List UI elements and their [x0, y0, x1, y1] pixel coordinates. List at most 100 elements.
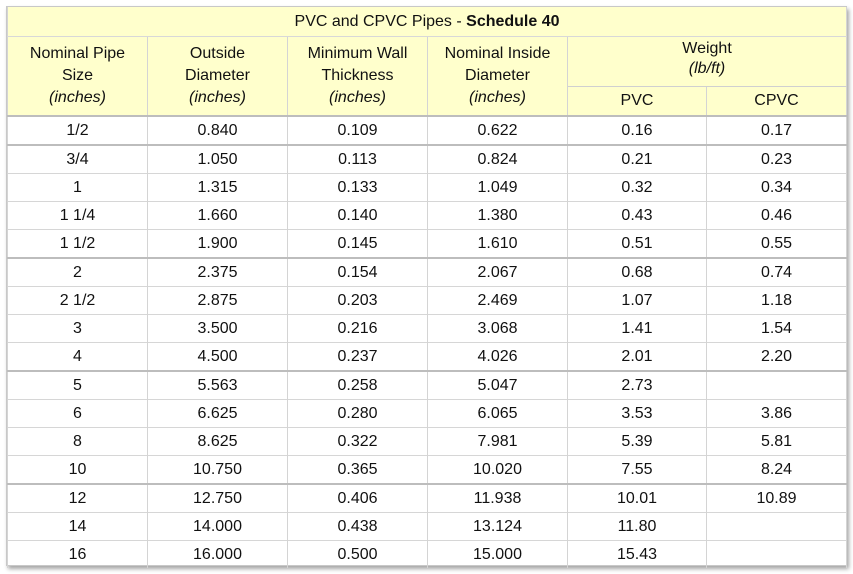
cell-outside-diameter: 14.000: [147, 512, 288, 541]
cell-min-wall: 0.406: [287, 483, 428, 513]
cell-outside-diameter: 4.500: [147, 342, 288, 371]
header-nominal-inside-line1: Nominal Inside: [444, 45, 551, 62]
cell-min-wall: 0.500: [287, 540, 428, 568]
cell-weight-pvc: 2.73: [567, 370, 707, 400]
cell-weight-cpvc: 0.34: [705, 173, 848, 202]
table-title-prefix: PVC and CPVC Pipes -: [294, 12, 467, 30]
table-title-schedule: Schedule 40: [466, 12, 560, 30]
header-weight-unit: (lb/ft): [688, 60, 726, 77]
cell-outside-diameter: 1.660: [147, 201, 288, 230]
cell-weight-pvc: 5.39: [567, 427, 707, 456]
cell-weight-pvc: 2.01: [567, 342, 707, 371]
cell-nominal-size: 3/4: [7, 144, 148, 174]
cell-weight-pvc: 0.21: [567, 144, 707, 174]
header-min-wall-line1: Minimum Wall: [307, 45, 408, 62]
cell-nominal-inside: 5.047: [427, 370, 568, 400]
cell-weight-pvc: 15.43: [567, 540, 707, 568]
table-row: 1 1/2 1.900 0.145 1.610 0.51 0.55: [7, 229, 848, 258]
cell-outside-diameter: 16.000: [147, 540, 288, 568]
cell-nominal-size: 1 1/2: [7, 229, 148, 258]
cell-nominal-inside: 3.068: [427, 314, 568, 343]
cell-weight-cpvc: [705, 512, 848, 541]
cell-weight-cpvc: 1.54: [705, 314, 848, 343]
cell-min-wall: 0.145: [287, 229, 428, 258]
cell-nominal-size: 1 1/4: [7, 201, 148, 230]
table-row: 8 8.625 0.322 7.981 5.39 5.81: [7, 427, 848, 456]
table-row: 4 4.500 0.237 4.026 2.01 2.20: [7, 342, 848, 371]
table-row: 12 12.750 0.406 11.938 10.01 10.89: [7, 483, 848, 513]
cell-nominal-inside: 7.981: [427, 427, 568, 456]
cell-outside-diameter: 12.750: [147, 483, 288, 513]
pipe-table-panel: PVC and CPVC Pipes - Schedule 40 Nominal…: [6, 6, 848, 568]
cell-nominal-size: 5: [7, 370, 148, 400]
header-nominal-inside: Nominal Inside Diameter (inches): [427, 36, 568, 116]
cell-weight-pvc: 1.41: [567, 314, 707, 343]
cell-nominal-size: 16: [7, 540, 148, 568]
cell-nominal-size: 1: [7, 173, 148, 202]
cell-nominal-inside: 1.380: [427, 201, 568, 230]
pvc-cpvc-schedule-40-table: PVC and CPVC Pipes - Schedule 40 Nominal…: [6, 7, 848, 568]
cell-weight-pvc: 0.68: [567, 257, 707, 287]
cell-min-wall: 0.365: [287, 455, 428, 484]
cell-min-wall: 0.140: [287, 201, 428, 230]
cell-min-wall: 0.109: [287, 115, 428, 145]
header-min-wall: Minimum Wall Thickness (inches): [287, 36, 428, 116]
cell-nominal-size: 12: [7, 483, 148, 513]
cell-min-wall: 0.237: [287, 342, 428, 371]
table-row: 16 16.000 0.500 15.000 15.43: [7, 540, 848, 568]
cell-outside-diameter: 3.500: [147, 314, 288, 343]
table-row: 3/4 1.050 0.113 0.824 0.21 0.23: [7, 144, 848, 174]
cell-min-wall: 0.203: [287, 286, 428, 315]
table-title: PVC and CPVC Pipes - Schedule 40: [6, 7, 848, 37]
cell-nominal-inside: 0.622: [427, 115, 568, 145]
header-nominal-size: Nominal Pipe Size (inches): [7, 36, 148, 116]
cell-weight-pvc: 10.01: [567, 483, 707, 513]
cell-weight-cpvc: 10.89: [705, 483, 848, 513]
cell-nominal-size: 3: [7, 314, 148, 343]
header-outside-diameter-line2: Diameter: [185, 67, 250, 84]
table-row: 5 5.563 0.258 5.047 2.73: [7, 370, 848, 400]
cell-outside-diameter: 6.625: [147, 399, 288, 428]
cell-min-wall: 0.280: [287, 399, 428, 428]
cell-nominal-size: 10: [7, 455, 148, 484]
table-row: 6 6.625 0.280 6.065 3.53 3.86: [7, 399, 848, 428]
table-row: 10 10.750 0.365 10.020 7.55 8.24: [7, 455, 848, 484]
cell-min-wall: 0.258: [287, 370, 428, 400]
header-min-wall-line2: Thickness: [321, 67, 394, 84]
cell-outside-diameter: 1.315: [147, 173, 288, 202]
cell-weight-pvc: 0.51: [567, 229, 707, 258]
cell-min-wall: 0.322: [287, 427, 428, 456]
cell-outside-diameter: 1.900: [147, 229, 288, 258]
cell-outside-diameter: 10.750: [147, 455, 288, 484]
cell-nominal-inside: 15.000: [427, 540, 568, 568]
cell-outside-diameter: 1.050: [147, 144, 288, 174]
cell-outside-diameter: 5.563: [147, 370, 288, 400]
table-row: 3 3.500 0.216 3.068 1.41 1.54: [7, 314, 848, 343]
header-weight-label: Weight: [682, 40, 732, 57]
cell-weight-pvc: 1.07: [567, 286, 707, 315]
cell-weight-pvc: 7.55: [567, 455, 707, 484]
cell-weight-pvc: 11.80: [567, 512, 707, 541]
cell-outside-diameter: 2.375: [147, 257, 288, 287]
cell-nominal-size: 1/2: [7, 115, 148, 145]
table-row: 1/2 0.840 0.109 0.622 0.16 0.17: [7, 115, 848, 145]
cell-weight-cpvc: 0.17: [705, 115, 848, 145]
cell-nominal-inside: 4.026: [427, 342, 568, 371]
cell-min-wall: 0.154: [287, 257, 428, 287]
table-row: 1 1/4 1.660 0.140 1.380 0.43 0.46: [7, 201, 848, 230]
cell-min-wall: 0.216: [287, 314, 428, 343]
cell-weight-pvc: 0.32: [567, 173, 707, 202]
cell-weight-cpvc: 3.86: [705, 399, 848, 428]
cell-nominal-inside: 1.610: [427, 229, 568, 258]
cell-weight-cpvc: 1.18: [705, 286, 848, 315]
cell-weight-cpvc: [705, 540, 848, 568]
cell-nominal-inside: 6.065: [427, 399, 568, 428]
table-row: 2 1/2 2.875 0.203 2.469 1.07 1.18: [7, 286, 848, 315]
table-row: 14 14.000 0.438 13.124 11.80: [7, 512, 848, 541]
cell-weight-cpvc: 2.20: [705, 342, 848, 371]
header-outside-diameter: Outside Diameter (inches): [147, 36, 288, 116]
cell-weight-cpvc: 0.46: [705, 201, 848, 230]
header-weight: Weight (lb/ft): [566, 36, 848, 87]
cell-nominal-size: 2 1/2: [7, 286, 148, 315]
table-row: 2 2.375 0.154 2.067 0.68 0.74: [7, 257, 848, 287]
